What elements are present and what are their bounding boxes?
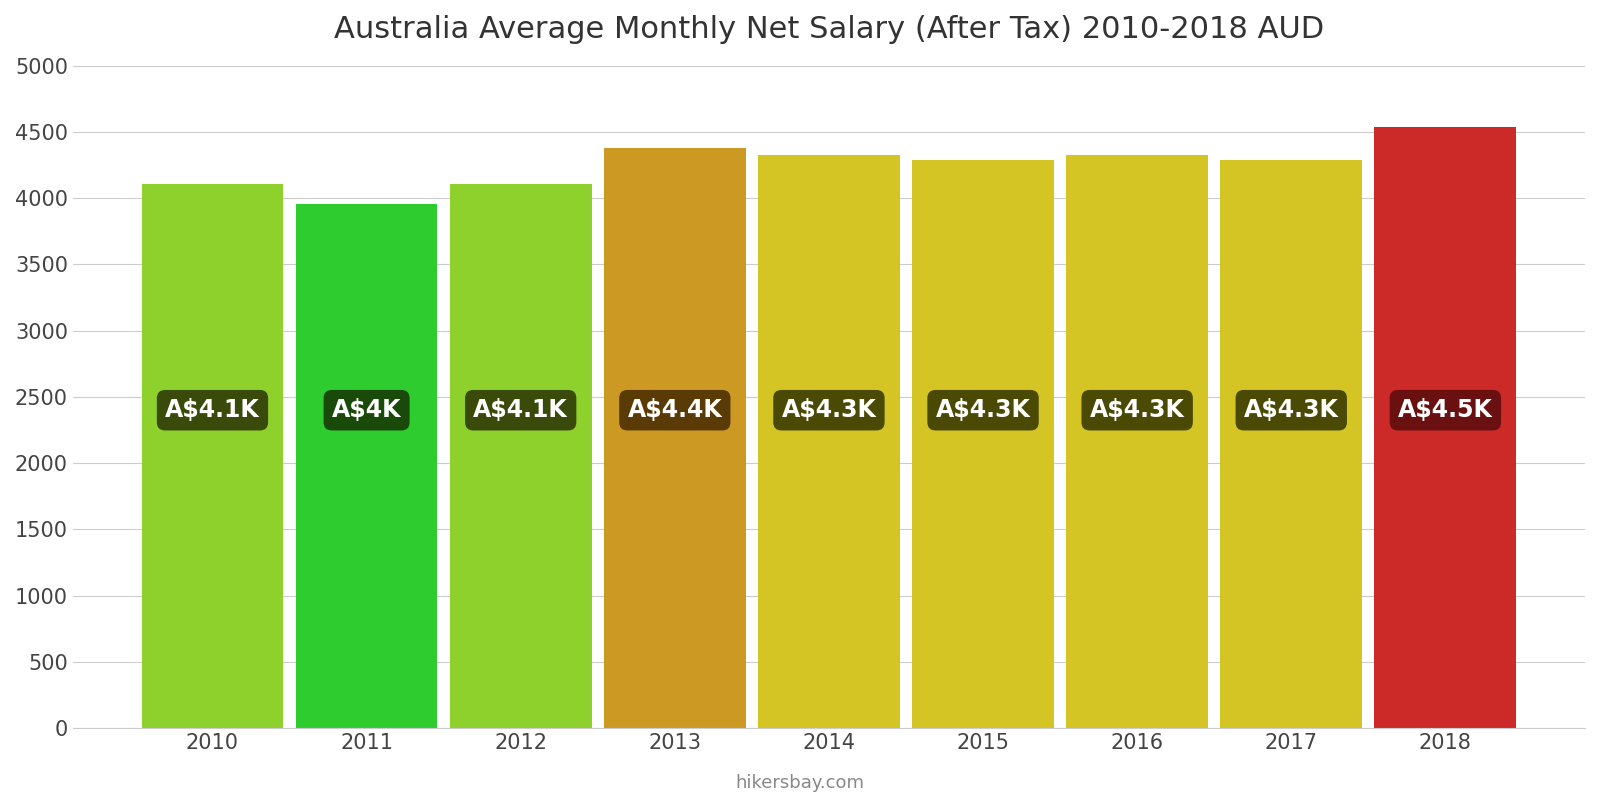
Bar (141, 184, 283, 728)
Bar (450, 184, 592, 728)
Bar (758, 154, 899, 728)
Text: A$4.4K: A$4.4K (627, 398, 722, 422)
Text: A$4.1K: A$4.1K (474, 398, 568, 422)
Text: A$4K: A$4K (331, 398, 402, 422)
Bar (603, 148, 746, 728)
Bar (1066, 154, 1208, 728)
Bar (296, 203, 437, 728)
Text: A$4.3K: A$4.3K (936, 398, 1030, 422)
Bar (1221, 160, 1362, 728)
Text: hikersbay.com: hikersbay.com (736, 774, 864, 792)
Text: A$4.3K: A$4.3K (1243, 398, 1339, 422)
Title: Australia Average Monthly Net Salary (After Tax) 2010-2018 AUD: Australia Average Monthly Net Salary (Af… (334, 15, 1323, 44)
Bar (912, 160, 1054, 728)
Text: A$4.1K: A$4.1K (165, 398, 259, 422)
Text: A$4.3K: A$4.3K (781, 398, 877, 422)
Text: A$4.5K: A$4.5K (1398, 398, 1493, 422)
Bar (1374, 126, 1517, 728)
Text: A$4.3K: A$4.3K (1090, 398, 1184, 422)
